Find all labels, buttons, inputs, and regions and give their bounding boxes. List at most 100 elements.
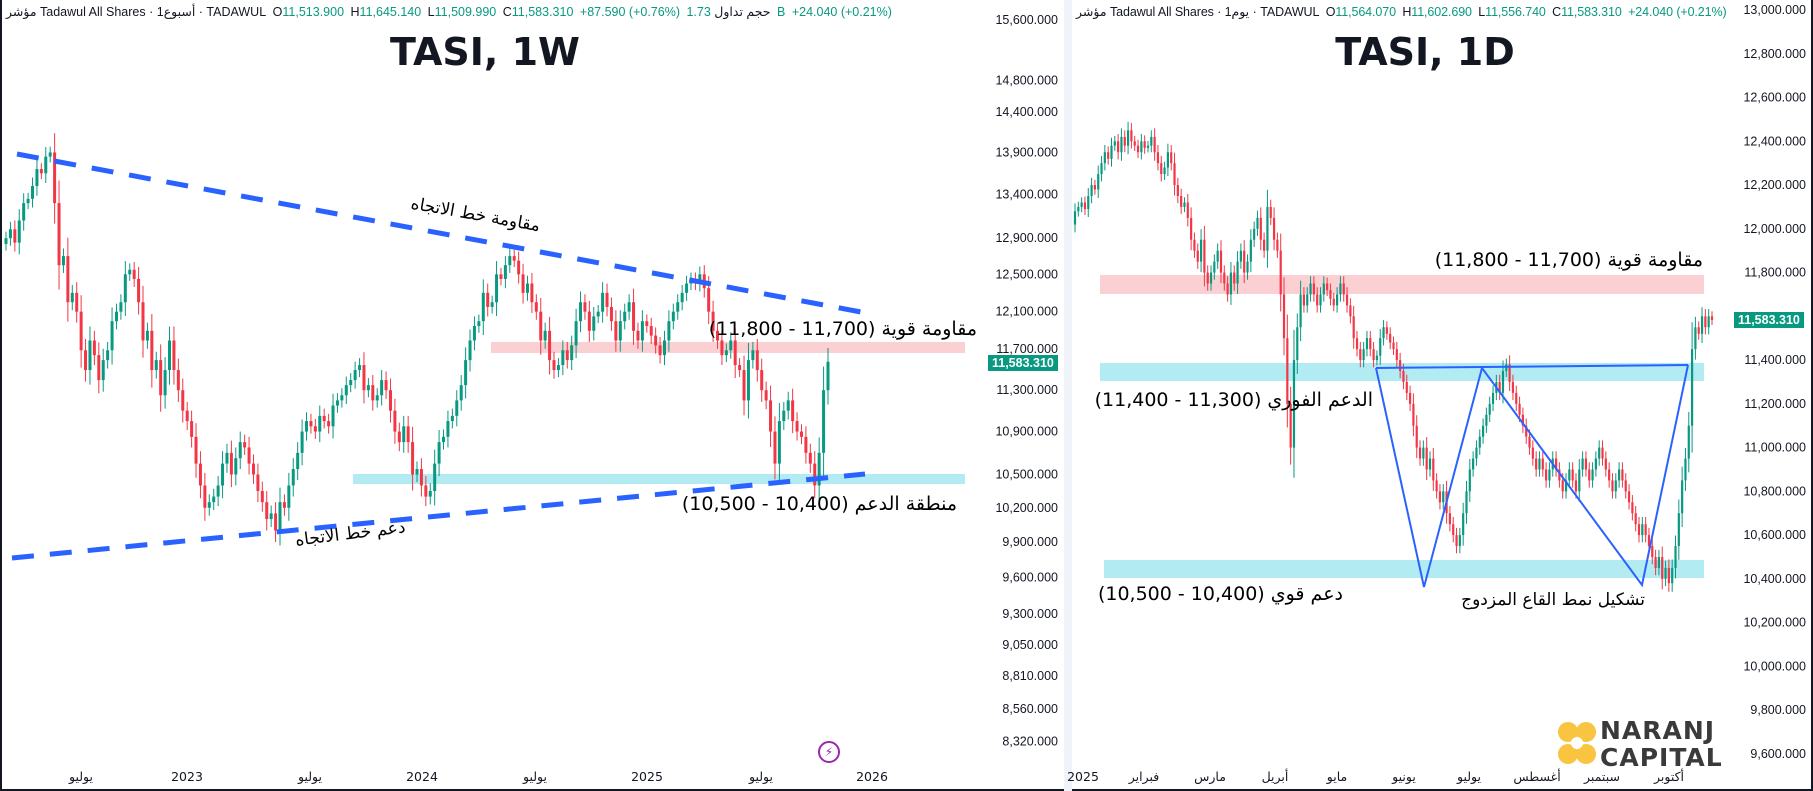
candle-body [1664, 567, 1667, 579]
double-bottom-pattern[interactable] [1375, 364, 1689, 588]
candle [1465, 480, 1468, 524]
left-support-zone-label[interactable]: منطقة الدعم (10,400 - 10,500) [681, 493, 957, 515]
candle-body [733, 340, 737, 366]
candle-body [384, 380, 388, 391]
candle-body [543, 330, 547, 341]
candle-body [66, 256, 70, 303]
time-tick-label: 2026 [856, 769, 888, 784]
left-time-axis[interactable]: يوليو 2023 يوليو 2024 يوليو 2025 يوليو 2026 [68, 769, 888, 785]
candle [477, 314, 481, 333]
candle [446, 410, 450, 448]
candle [1581, 451, 1584, 477]
right-price-axis[interactable]: 13,000.000 12,800.000 12,600.000 12,400.000… [1743, 3, 1806, 761]
price-tick-label: 9,900.000 [1002, 535, 1058, 549]
candle-body [539, 311, 543, 341]
candle-body [813, 463, 817, 486]
candle-body [1246, 261, 1249, 273]
candle-body [137, 278, 141, 303]
candle-body [1146, 145, 1150, 148]
logo-line-1: NARANJ [1600, 716, 1716, 745]
candle-body [1093, 185, 1097, 190]
candle [318, 405, 322, 443]
candle [1160, 155, 1163, 182]
candle-body [1183, 202, 1186, 207]
left-extra-change: +24.040 (+0.21%) [791, 5, 892, 19]
candle [556, 358, 560, 378]
price-tick-label: 12,100.000 [995, 305, 1058, 319]
right-last-price-tag: 11,583.310 [1734, 312, 1804, 328]
strong-support-label[interactable]: دعم قوي (10,400 - 10,500) [1097, 583, 1343, 605]
candle-body [1707, 316, 1710, 328]
candle [1651, 538, 1654, 565]
left-open: O11,513.900 [272, 5, 345, 19]
right-strong-resistance-label[interactable]: مقاومة قوية (11,700 - 11,800) [1434, 249, 1703, 271]
candle-body [358, 365, 362, 371]
candle-body [1133, 141, 1136, 146]
candle-body [817, 452, 821, 486]
candle [671, 303, 675, 330]
candle [1458, 527, 1461, 554]
candle [309, 413, 313, 434]
candle [459, 375, 463, 411]
price-tick-label: 11,400.000 [1744, 353, 1806, 367]
candle [101, 348, 105, 392]
left-price-axis[interactable]: 15,600.000 14,800.000 14,400.000 13,900.000… [995, 13, 1058, 749]
candle [760, 358, 764, 402]
candle-body [1329, 290, 1332, 299]
right-time-axis[interactable]: 2025 فبراير مارس أبريل مايو يونيو يوليو أغسطس سب… [1067, 768, 1684, 785]
candle [1624, 473, 1627, 499]
candle-body [1604, 458, 1607, 470]
candle-body [70, 292, 74, 303]
candle [570, 335, 574, 371]
candle [296, 442, 300, 480]
candle-body [278, 502, 282, 531]
candle [137, 267, 141, 315]
candle [1229, 262, 1233, 305]
candle-body [300, 431, 304, 453]
trendline-resistance[interactable] [16, 151, 862, 315]
candle-body [1690, 349, 1694, 426]
candle-body [1206, 272, 1209, 284]
candle-body [282, 502, 286, 508]
candle [362, 352, 366, 404]
candle [384, 371, 388, 399]
trendline-support[interactable] [11, 471, 866, 561]
candle [503, 256, 507, 289]
candle [1664, 560, 1667, 587]
neckline[interactable] [1375, 364, 1689, 369]
candle-body [229, 452, 233, 475]
candle [428, 483, 432, 505]
time-tick-label: سبتمبر [1583, 769, 1620, 785]
candle [1226, 276, 1229, 302]
candle-body [1103, 152, 1106, 164]
candle-body [163, 370, 167, 396]
candle-body [632, 302, 636, 331]
immediate-support-label[interactable]: الدعم الفوري (11,300 - 11,400) [1094, 389, 1373, 411]
candle-body [1508, 364, 1511, 382]
left-strong-resistance-label[interactable]: مقاومة قوية (11,700 - 11,800) [708, 318, 977, 340]
price-tick-label: 14,800.000 [995, 73, 1058, 87]
candle-body [388, 390, 392, 411]
candle [163, 357, 167, 409]
candle [433, 449, 437, 506]
candle-body [194, 436, 198, 464]
candle-body [402, 426, 406, 443]
lightning-icon[interactable]: ⚡ [818, 741, 840, 763]
candle-body [459, 385, 463, 401]
candle-body [1462, 513, 1465, 536]
candle [353, 361, 357, 389]
panel-divider[interactable] [1064, 0, 1072, 791]
candle-body [1475, 447, 1478, 459]
double-bottom-label[interactable]: تشكيل نمط القاع المزدوج [1461, 590, 1645, 610]
candle [1637, 516, 1641, 543]
candle [1468, 458, 1471, 502]
candle [804, 426, 808, 464]
candle-body [667, 321, 671, 341]
candle [22, 193, 26, 231]
candle-body [406, 426, 410, 443]
candle [1253, 221, 1256, 247]
candle-body [1299, 294, 1302, 328]
candle [31, 177, 35, 208]
candle-body [654, 335, 658, 346]
candle [313, 418, 317, 439]
